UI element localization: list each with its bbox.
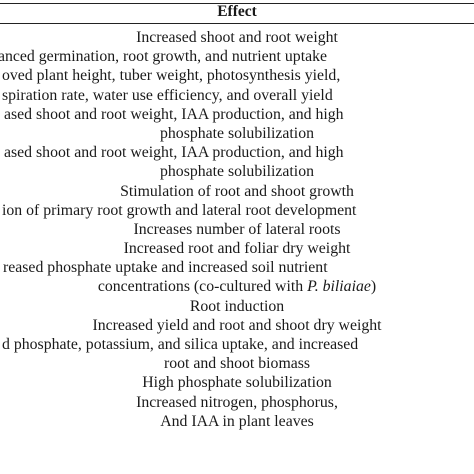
table-row-line: ased shoot and root weight, IAA producti… <box>4 144 344 162</box>
table-row-line: Increased root and foliar dry weight <box>123 240 351 258</box>
table-row-line: Increased yield and root and shoot dry w… <box>92 316 382 334</box>
table-row-line: Stimulation of root and shoot growth <box>120 182 354 200</box>
table-row-line: root and shoot biomass <box>163 355 311 373</box>
table-row-line: concentrations (co-cultured with P. bili… <box>97 278 377 296</box>
column-header-effect: Effect <box>217 3 257 20</box>
top-rule <box>0 3 474 4</box>
table-row-line: Root induction <box>189 297 285 315</box>
table-row-line: Increased shoot and root weight <box>136 29 338 46</box>
table-row-line: Increased nitrogen, phosphorus, <box>136 393 338 411</box>
table-row-line: phosphate solubilization <box>160 124 314 142</box>
table-row-line: reased phosphate uptake and increased so… <box>3 259 328 277</box>
table-row-line: High phosphate solubilization <box>142 374 332 392</box>
table-row-line: And IAA in plant leaves <box>160 412 314 430</box>
table-row-line: phosphate solubilization <box>160 163 314 181</box>
effect-column: Increased shoot and root weight anced ge… <box>0 28 474 431</box>
table-row-line: ased shoot and root weight, IAA producti… <box>4 105 344 123</box>
table-row-line: ion of primary root growth and lateral r… <box>2 201 357 219</box>
table-row-line: anced germination, root growth, and nutr… <box>0 48 328 66</box>
table-row-line: Increases number of lateral roots <box>133 220 341 238</box>
table-row-line: oved plant height, tuber weight, photosy… <box>2 67 341 85</box>
header-rule <box>0 23 474 24</box>
species-name: P. biliaiae <box>307 278 371 296</box>
table-row-line: d phosphate, potassium, and silica uptak… <box>2 336 359 353</box>
table-row-line: spiration rate, water use efficiency, an… <box>2 86 333 104</box>
